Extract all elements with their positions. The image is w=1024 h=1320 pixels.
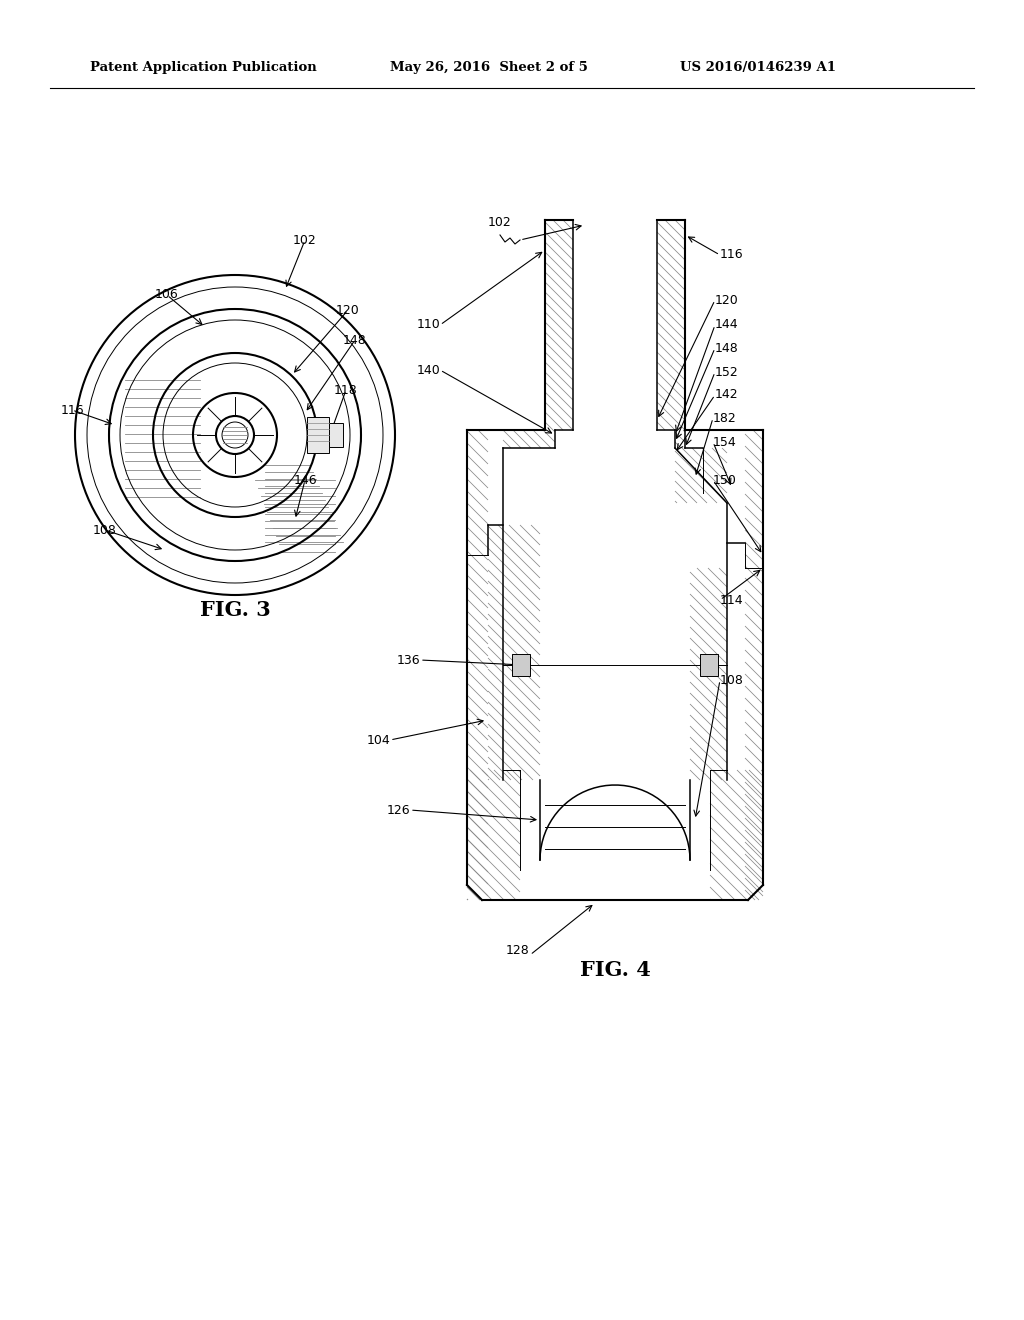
Text: 140: 140 bbox=[416, 363, 440, 376]
Bar bbox=[307, 417, 329, 453]
Text: 102: 102 bbox=[293, 234, 316, 247]
Text: 108: 108 bbox=[93, 524, 117, 536]
Text: 104: 104 bbox=[367, 734, 390, 747]
Text: 144: 144 bbox=[715, 318, 738, 331]
Text: 114: 114 bbox=[720, 594, 743, 606]
Text: 154: 154 bbox=[713, 436, 736, 449]
Text: 120: 120 bbox=[715, 293, 738, 306]
Text: 108: 108 bbox=[720, 673, 743, 686]
Text: 120: 120 bbox=[336, 304, 359, 317]
Text: Patent Application Publication: Patent Application Publication bbox=[90, 62, 316, 74]
Text: 126: 126 bbox=[386, 804, 410, 817]
Bar bbox=[512, 653, 530, 676]
Text: US 2016/0146239 A1: US 2016/0146239 A1 bbox=[680, 62, 836, 74]
Text: 116: 116 bbox=[60, 404, 84, 417]
Text: 148: 148 bbox=[715, 342, 738, 355]
Text: FIG. 4: FIG. 4 bbox=[580, 960, 650, 979]
Text: 146: 146 bbox=[293, 474, 316, 487]
Text: 118: 118 bbox=[334, 384, 357, 396]
Text: May 26, 2016  Sheet 2 of 5: May 26, 2016 Sheet 2 of 5 bbox=[390, 62, 588, 74]
Text: 150: 150 bbox=[713, 474, 737, 487]
Text: 128: 128 bbox=[506, 944, 529, 957]
Text: FIG. 3: FIG. 3 bbox=[200, 601, 270, 620]
Text: 148: 148 bbox=[343, 334, 367, 346]
Text: 136: 136 bbox=[396, 653, 420, 667]
Bar bbox=[329, 422, 343, 447]
Text: 182: 182 bbox=[713, 412, 736, 425]
Text: 142: 142 bbox=[715, 388, 738, 401]
Text: 116: 116 bbox=[720, 248, 743, 261]
Text: 102: 102 bbox=[488, 215, 512, 228]
Text: 152: 152 bbox=[715, 366, 738, 379]
Text: 110: 110 bbox=[416, 318, 440, 331]
Text: 106: 106 bbox=[155, 289, 179, 301]
Bar bbox=[700, 653, 718, 676]
